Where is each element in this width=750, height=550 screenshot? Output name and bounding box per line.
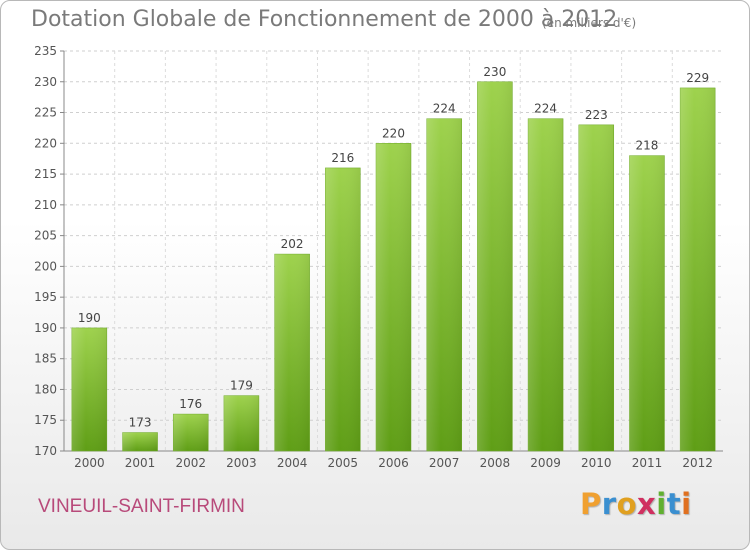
data-label: 218: [636, 139, 659, 153]
commune-name: VINEUIL-SAINT-FIRMIN: [38, 496, 245, 517]
y-tick-label: 195: [34, 290, 57, 304]
bar-sheen: [274, 254, 310, 451]
x-tick-label: 2007: [429, 456, 460, 470]
y-tick-label: 170: [34, 444, 57, 458]
chart-subtitle: (en milliers d'€): [542, 16, 637, 30]
y-tick-label: 210: [34, 198, 57, 212]
x-tick-label: 2003: [226, 456, 257, 470]
x-tick-label: 2009: [530, 456, 561, 470]
y-tick-label: 175: [34, 413, 57, 427]
data-label: 224: [534, 102, 557, 116]
bar-sheen: [528, 118, 564, 451]
y-tick-label: 200: [34, 259, 57, 273]
data-label: 176: [179, 397, 202, 411]
logo-letter: x: [637, 487, 657, 521]
data-label: 179: [230, 379, 253, 393]
x-tick-label: 2010: [581, 456, 612, 470]
x-tick-label: 2008: [480, 456, 511, 470]
data-label: 229: [686, 71, 709, 85]
x-tick-label: 2004: [277, 456, 308, 470]
data-label: 173: [129, 416, 152, 430]
y-tick-label: 185: [34, 352, 57, 366]
bar-sheen: [629, 155, 665, 451]
y-tick-label: 235: [34, 44, 57, 58]
logo-letter: i: [681, 487, 692, 521]
bars: [71, 81, 716, 452]
x-tick-label: 2005: [328, 456, 359, 470]
x-tick-labels: 2000 2001 2002 2003 2004 2005 2006 2007 2008 2009…: [74, 456, 713, 470]
logo-letter: r: [601, 487, 617, 521]
bar-sheen: [325, 167, 361, 451]
x-tick-label: 2000: [74, 456, 105, 470]
bar-sheen: [122, 432, 158, 451]
data-label: 190: [78, 311, 101, 325]
y-tick-label: 225: [34, 106, 57, 120]
bar-sheen: [223, 395, 259, 451]
y-tick-label: 190: [34, 321, 57, 335]
bar-sheen: [376, 143, 411, 452]
data-label: 230: [483, 65, 506, 79]
data-labels: 190 173 176 179 202 216 220 224 230 224 223 218 229: [78, 65, 709, 430]
chart-title: Dotation Globale de Fonctionnement de 20…: [31, 7, 618, 32]
logo-letter: t: [666, 487, 682, 521]
logo-letter: i: [656, 487, 667, 521]
data-label: 202: [281, 237, 304, 251]
bar-sheen: [71, 327, 107, 451]
x-tick-label: 2002: [175, 456, 206, 470]
y-tick-labels: 170 175 180 185 190 195 200 205 210 215 220 225 230 2…: [34, 44, 57, 458]
y-tick-label: 205: [34, 229, 57, 243]
logo-letter: P: [580, 487, 602, 521]
x-tick-label: 2011: [632, 456, 663, 470]
data-label: 220: [382, 126, 405, 140]
data-label: 216: [331, 151, 354, 165]
x-tick-label: 2001: [125, 456, 156, 470]
data-label: 224: [433, 102, 456, 116]
y-tick-label: 180: [34, 382, 57, 396]
grid-lines: [64, 50, 723, 451]
y-tick-label: 220: [34, 136, 57, 150]
data-label: 223: [585, 108, 608, 122]
y-tick-label: 215: [34, 167, 57, 181]
proxiti-logo: Proxiti: [580, 487, 692, 521]
x-tick-label: 2006: [378, 456, 409, 470]
bar-sheen: [426, 118, 462, 451]
logo-letter: o: [616, 487, 638, 521]
x-tick-label: 2012: [682, 456, 713, 470]
bar-sheen: [173, 414, 209, 451]
y-tick-label: 230: [34, 75, 57, 89]
bar-sheen: [477, 81, 513, 452]
bar-sheen: [680, 87, 716, 451]
bar-sheen: [578, 124, 614, 451]
